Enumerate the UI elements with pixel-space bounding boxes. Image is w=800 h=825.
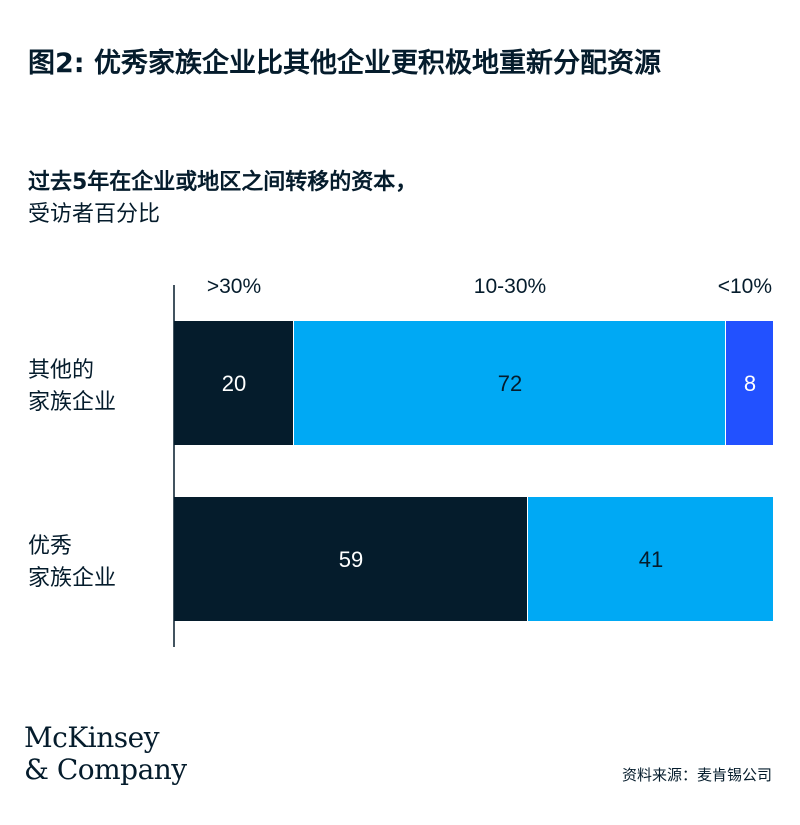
logo-line-1: McKinsey [24,721,160,754]
data-label: 8 [744,371,756,396]
bar-segment [174,497,527,621]
category-label: 家族企业 [28,390,116,415]
category-label: 家族企业 [28,566,116,591]
chart-title: 图2: 优秀家族企业比其他企业更积极地重新分配资源 [28,48,661,79]
mckinsey-logo: McKinsey & Company [24,722,187,786]
legend-label: 10-30% [474,275,546,298]
source-note: 资料来源：麦肯锡公司 [621,766,772,784]
data-label: 20 [222,371,246,396]
chart-subtitle: 过去5年在企业或地区之间转移的资本， [28,170,418,195]
legend-label: >30% [207,275,261,298]
category-label: 优秀 [28,534,72,559]
bar-segment [528,497,773,621]
data-label: 72 [498,371,522,396]
category-label: 其他的 [28,358,94,383]
chart-unit-label: 受访者百分比 [28,202,161,227]
data-label: 59 [339,547,363,572]
bar-segment [174,321,293,445]
data-label: 41 [639,547,663,572]
bar-segment [726,321,773,445]
logo-line-2: & Company [24,753,187,786]
legend-label: <10% [718,275,772,298]
bar-segment [294,321,725,445]
